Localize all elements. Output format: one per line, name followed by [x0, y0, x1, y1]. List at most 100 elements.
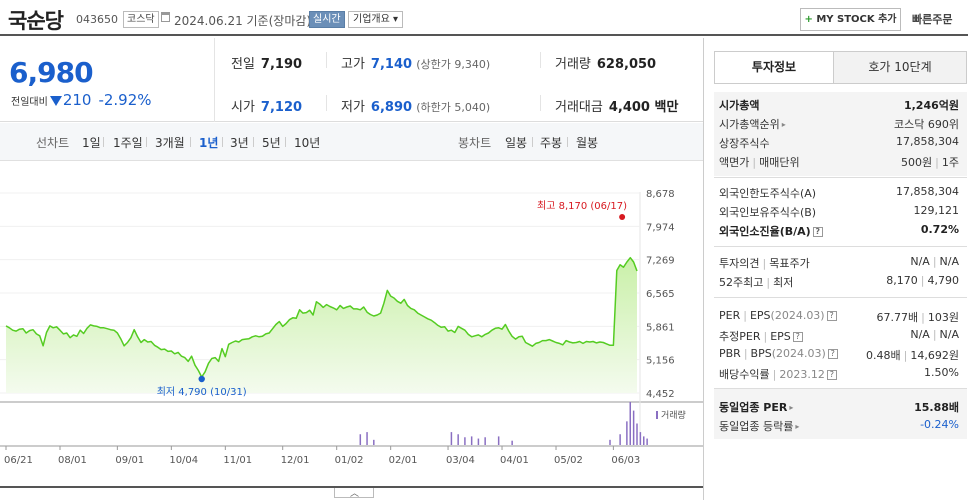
- arrow-right-icon: ▸: [795, 422, 800, 431]
- x-tick-label: 04/01: [500, 455, 529, 466]
- volume-bar: [484, 437, 486, 445]
- volume-bar: [619, 434, 621, 445]
- volume-bar: [609, 439, 611, 445]
- volume-value: 628,050: [596, 57, 657, 72]
- tab-1day[interactable]: 1일: [82, 136, 101, 150]
- plus-icon: +: [804, 14, 813, 25]
- valuation-group: PER | EPS(2024.03)? 67.77배 | 103원 추정PER | EPS? N…: [714, 298, 967, 384]
- tab-1year[interactable]: 1년: [199, 136, 219, 150]
- shares-value: 17,858,304: [896, 135, 959, 148]
- market-cap-value: 1,246억원: [903, 99, 959, 112]
- volume-bar: [632, 410, 635, 445]
- tab-investment-info[interactable]: 투자정보: [715, 52, 833, 83]
- tab-10year[interactable]: 10년: [294, 136, 321, 150]
- tab-daily-candle[interactable]: 일봉: [505, 136, 528, 150]
- est-per-value: N/A | N/A: [910, 328, 959, 341]
- amount-value: 4,400 백만: [608, 100, 679, 115]
- volume-label: 거래량: [555, 57, 591, 72]
- low-price: 저가 6,890 (하한가 5,040): [341, 96, 490, 115]
- prev-close-label: 전일: [231, 57, 255, 72]
- volume-bar: [366, 432, 368, 445]
- change-amount: 210: [62, 91, 92, 109]
- volume-bar: [477, 438, 480, 445]
- market-badge: 코스닥: [123, 11, 159, 28]
- shares-row: 상장주식수 17,858,304: [714, 133, 959, 151]
- week52-row: 52주최고 | 최저 8,170 | 4,790: [714, 272, 959, 290]
- market-cap-label: 시가총액: [719, 99, 760, 112]
- par-label: 액면가 | 매매단위: [719, 156, 800, 169]
- lower-limit: (하한가 5,040): [416, 101, 491, 114]
- par-value: 500원 | 1주: [901, 156, 959, 169]
- volume-bar: [450, 432, 453, 445]
- high-marker: [619, 214, 626, 221]
- sector-change-row: 동일업종 등락률 ▸ -0.24%: [714, 416, 959, 434]
- x-tick-label: 01/02: [335, 455, 364, 466]
- company-overview-button[interactable]: 기업개요 ▾: [348, 11, 403, 28]
- change-label: 전일대비: [11, 97, 48, 108]
- pbr-label: PBR | BPS(2024.03)?: [719, 347, 838, 360]
- volume-bar: [626, 421, 628, 445]
- collapse-chart-button[interactable]: ︿: [334, 488, 374, 499]
- help-icon[interactable]: ?: [826, 370, 837, 380]
- price-line: [5, 256, 638, 378]
- foreign-own-row: 외국인보유주식수(B) 129,121: [714, 202, 959, 220]
- x-tick-label: 11/01: [223, 455, 252, 466]
- help-icon[interactable]: ?: [826, 311, 837, 321]
- stock-code: 043650: [76, 13, 118, 26]
- per-value: 67.77배 | 103원: [876, 311, 959, 324]
- volume-bar: [642, 436, 645, 445]
- cap-rank-value: 코스닥 690위: [894, 118, 959, 131]
- realtime-button[interactable]: 실시간: [309, 11, 345, 28]
- amount-label: 거래대금: [555, 100, 603, 115]
- arrow-right-icon: ▸: [789, 403, 794, 412]
- open-label: 시가: [231, 100, 255, 115]
- high-price: 고가 7,140 (상한가 9,340): [341, 53, 490, 72]
- trade-amount: 거래대금 4,400 백만: [555, 96, 678, 115]
- current-price: 6,980: [9, 56, 94, 89]
- volume-bar: [636, 423, 638, 445]
- tab-monthly-candle[interactable]: 월봉: [576, 136, 599, 150]
- foreign-limit-value: 17,858,304: [896, 185, 959, 198]
- tab-3month[interactable]: 3개월: [155, 136, 185, 150]
- price-area-fill: [6, 257, 637, 393]
- chevron-up-icon: ︿: [350, 489, 360, 499]
- foreign-limit-row: 외국인한도주식수(A) 17,858,304: [714, 183, 959, 201]
- tab-5year[interactable]: 5년: [262, 136, 281, 150]
- market-cap-group: 시가총액 1,246억원 시가총액순위 ▸ 코스닥 690위 상장주식수 17,858,…: [714, 92, 967, 176]
- foreign-rate-label: 외국인소진율(B/A)?: [719, 223, 823, 239]
- x-tick-label: 08/01: [58, 455, 87, 466]
- sector-per-label[interactable]: 동일업종 PER ▸: [719, 401, 794, 414]
- x-tick-label: 05/02: [554, 455, 583, 466]
- high-value: 7,140: [370, 57, 413, 72]
- x-tick-label: 03/04: [446, 455, 475, 466]
- volume-bar: [373, 439, 375, 445]
- volume-bar: [464, 437, 466, 445]
- help-icon[interactable]: ?: [827, 349, 838, 359]
- price-change: 전일대비 210 -2.92%: [11, 91, 152, 109]
- price-summary: 6,980 전일대비 210 -2.92% 전일 7,190 고가 7,140 (상한…: [0, 38, 703, 122]
- foreign-rate-row: 외국인소진율(B/A)? 0.72%: [714, 221, 959, 239]
- help-icon[interactable]: ?: [792, 332, 803, 342]
- sector-change-label[interactable]: 동일업종 등락률 ▸: [719, 420, 800, 433]
- volume: 거래량 628,050: [555, 53, 656, 72]
- high-annotation: 최고 8,170 (06/17): [537, 200, 627, 212]
- y-tick-label: 4,452: [646, 389, 675, 400]
- volume-bar: [470, 436, 473, 445]
- stock-name: 국순당: [8, 9, 64, 33]
- tab-3year[interactable]: 3년: [230, 136, 249, 150]
- cap-rank-label[interactable]: 시가총액순위 ▸: [719, 118, 786, 131]
- price-chart[interactable]: 8,678 7,974 7,269 6,565 5,861 5,156 4,452 거래량 …: [0, 162, 703, 492]
- week52-value: 8,170 | 4,790: [886, 274, 959, 287]
- x-tick-label: 12/01: [281, 455, 310, 466]
- y-tick-label: 5,156: [646, 356, 675, 367]
- tab-1week[interactable]: 1주일: [113, 136, 143, 150]
- shares-label: 상장주식수: [719, 137, 770, 150]
- add-my-stock-button[interactable]: + MY STOCK 추가: [800, 8, 901, 31]
- tab-order-book[interactable]: 호가 10단계: [833, 52, 966, 83]
- quick-order-button[interactable]: 빠른주문: [912, 13, 953, 26]
- y-tick-label: 7,974: [646, 222, 675, 233]
- tab-weekly-candle[interactable]: 주봉: [540, 136, 563, 150]
- help-icon[interactable]: ?: [812, 227, 823, 237]
- upper-limit: (상한가 9,340): [416, 58, 491, 71]
- down-triangle-icon: [49, 96, 62, 106]
